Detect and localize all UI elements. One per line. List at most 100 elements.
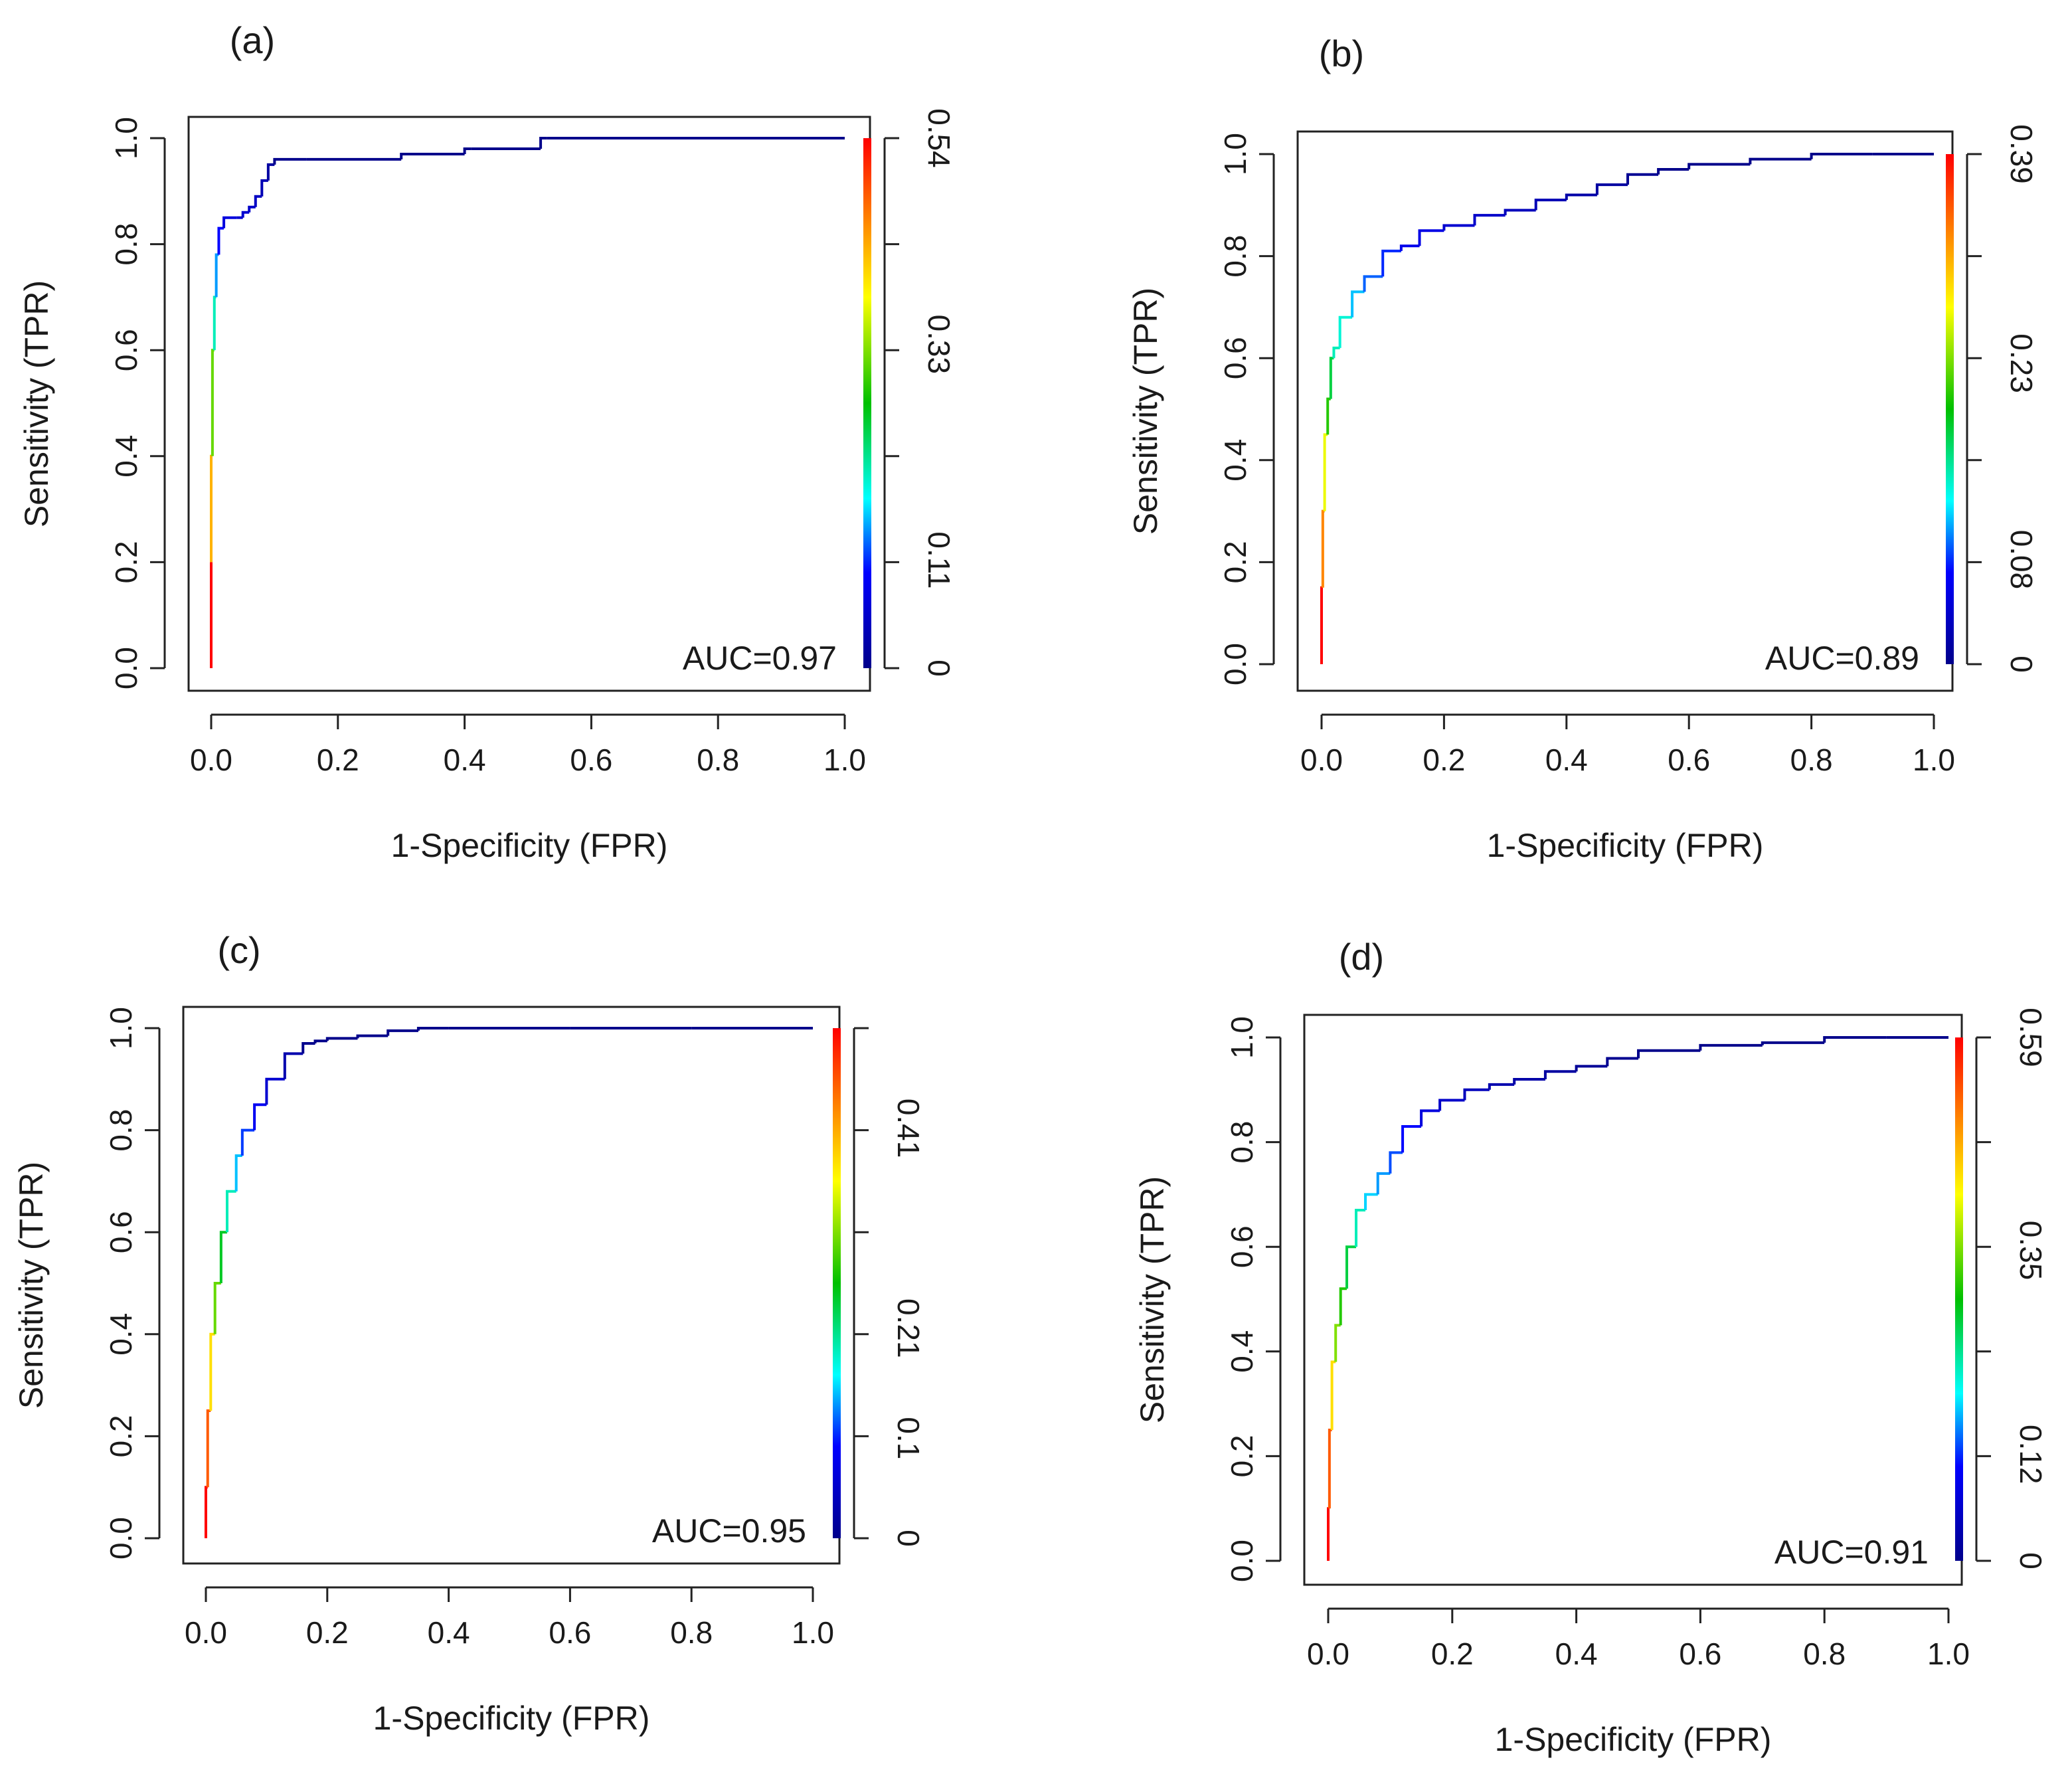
x-tick-label: 1.0 — [1913, 743, 1955, 777]
roc-curve-segment — [1687, 163, 1751, 170]
x-tick-label: 0.6 — [1668, 743, 1710, 777]
x-tick-label: 1.0 — [823, 743, 866, 777]
roc-curve-segment — [1595, 183, 1628, 195]
roc-curve-segment — [387, 1029, 418, 1036]
roc-curve-segment — [1418, 229, 1444, 246]
colorbar — [833, 1028, 841, 1538]
roc-panel-a: (a) 0.0 0.2 0.4 0.6 0.8 1.0 1-Specificity (FPR)… — [18, 19, 956, 864]
x-tick-label: 0.8 — [1790, 743, 1833, 777]
y-tick-label: 0.0 — [104, 1517, 138, 1559]
roc-curve-segment — [1345, 1245, 1357, 1289]
roc-curve-segment — [1323, 433, 1328, 511]
roc-curve-segment — [254, 195, 262, 207]
colorbar — [1946, 154, 1954, 664]
roc-panel-c: (c) 0.0 0.2 0.4 0.6 0.8 1.0 1-Specificity (FPR)… — [13, 929, 926, 1737]
y-tick-label: 1.0 — [1225, 1016, 1259, 1059]
roc-curve-segment — [1328, 1429, 1332, 1509]
roc-curve-segment — [206, 1409, 211, 1488]
roc-curve-segment — [219, 1231, 227, 1283]
roc-curve-segment — [253, 1103, 267, 1130]
y-tick-label: 1.0 — [109, 117, 143, 159]
roc-curve-segment — [211, 349, 215, 456]
roc-curve-segment — [1442, 224, 1475, 231]
y-tick-label: 0.0 — [109, 647, 143, 689]
roc-curve-segment — [1330, 1360, 1336, 1430]
colorbar-label: 0.39 — [2004, 124, 2039, 184]
roc-curve-segment — [1504, 209, 1536, 216]
x-axis-title: 1-Specificity (FPR) — [1487, 827, 1764, 864]
roc-curve-segment — [217, 226, 224, 255]
x-tick-label: 1.0 — [1927, 1637, 1970, 1671]
roc-curve-segment — [205, 1486, 208, 1538]
y-tick-label: 0.6 — [1218, 337, 1252, 379]
colorbar-label: 0.08 — [2004, 530, 2039, 590]
x-axis-title: 1-Specificity (FPR) — [373, 1700, 650, 1737]
panel-label: (d) — [1339, 936, 1384, 978]
y-axis-title: Sensitivity (TPR) — [1134, 1176, 1171, 1423]
roc-curve-segment — [215, 253, 219, 298]
x-tick-label: 0.8 — [670, 1615, 713, 1650]
x-axis-title: 1-Specificity (FPR) — [1495, 1721, 1772, 1758]
x-tick-label: 0.4 — [1545, 743, 1588, 777]
roc-curve-segment — [356, 1034, 388, 1039]
plot-frame — [187, 116, 871, 692]
y-axis-title: Sensitivity (TPR) — [18, 280, 55, 527]
roc-curve-segment — [234, 1154, 242, 1192]
roc-curve-segment — [1463, 1088, 1490, 1101]
x-tick-label: 0.2 — [1423, 743, 1465, 777]
auc-label: AUC=0.95 — [652, 1512, 806, 1550]
roc-curve-segment — [1473, 214, 1506, 226]
roc-curve-segment — [210, 454, 213, 563]
roc-curve-segment — [1606, 1057, 1638, 1067]
roc-curve-segment — [1626, 173, 1659, 185]
roc-curve-segment — [463, 147, 472, 154]
roc-panel-d: (d) 0.0 0.2 0.4 0.6 0.8 1.0 1-Specificity (FPR)… — [1134, 936, 2048, 1758]
roc-curve-segment — [1355, 1209, 1366, 1247]
x-tick-label: 0.6 — [549, 1615, 591, 1650]
auc-label: AUC=0.91 — [1774, 1534, 1929, 1571]
roc-curve-segment — [539, 137, 547, 149]
roc-curve-segment — [313, 1039, 327, 1044]
panel-label: (c) — [217, 929, 260, 971]
roc-curve-segment — [1351, 290, 1365, 317]
y-tick-label: 1.0 — [104, 1007, 138, 1049]
y-tick-label: 0.4 — [1218, 439, 1252, 482]
plot-frame — [182, 1006, 841, 1565]
roc-curve-segment — [248, 205, 256, 213]
roc-curve-segment — [1339, 1287, 1347, 1326]
roc-curve-segment — [1420, 1109, 1440, 1126]
y-tick-label: 0.8 — [1218, 235, 1252, 278]
x-tick-label: 0.0 — [1300, 743, 1343, 777]
roc-curve-segment — [1363, 275, 1383, 292]
roc-curve-segment — [225, 1190, 236, 1233]
roc-curve-segment — [416, 1027, 449, 1031]
roc-curve-segment — [1749, 157, 1812, 165]
y-tick-label: 0.8 — [1225, 1121, 1259, 1164]
roc-curve-segment — [1637, 1049, 1701, 1059]
roc-curve-segment — [1376, 1172, 1391, 1195]
x-tick-label: 0.4 — [444, 743, 486, 777]
roc-curve-segment — [1334, 1324, 1341, 1362]
x-tick-label: 0.0 — [190, 743, 232, 777]
roc-curve-segment — [1534, 199, 1567, 211]
y-tick-label: 0.4 — [1225, 1330, 1259, 1373]
colorbar-label: 0.11 — [922, 531, 956, 588]
x-tick-label: 0.2 — [306, 1615, 349, 1650]
roc-curve-segment — [325, 1037, 358, 1041]
x-tick-label: 0.6 — [1679, 1637, 1721, 1671]
roc-curve-segment — [1565, 193, 1597, 201]
y-tick-label: 0.0 — [1225, 1540, 1259, 1582]
roc-curve-segment — [1338, 315, 1353, 348]
colorbar-label: 0.41 — [891, 1099, 926, 1158]
y-axis-title: Sensitivity (TPR) — [1127, 288, 1164, 535]
auc-label: AUC=0.89 — [1765, 640, 1919, 677]
x-tick-label: 0.8 — [1803, 1637, 1846, 1671]
plot-frame — [1296, 130, 1954, 692]
roc-curve-segment — [1810, 153, 1873, 159]
y-tick-label: 0.2 — [1225, 1435, 1259, 1477]
roc-curve-segment — [1699, 1043, 1763, 1051]
roc-curve-segment — [241, 211, 250, 218]
y-tick-label: 0.6 — [109, 329, 143, 371]
roc-curve-segment — [302, 1042, 315, 1054]
